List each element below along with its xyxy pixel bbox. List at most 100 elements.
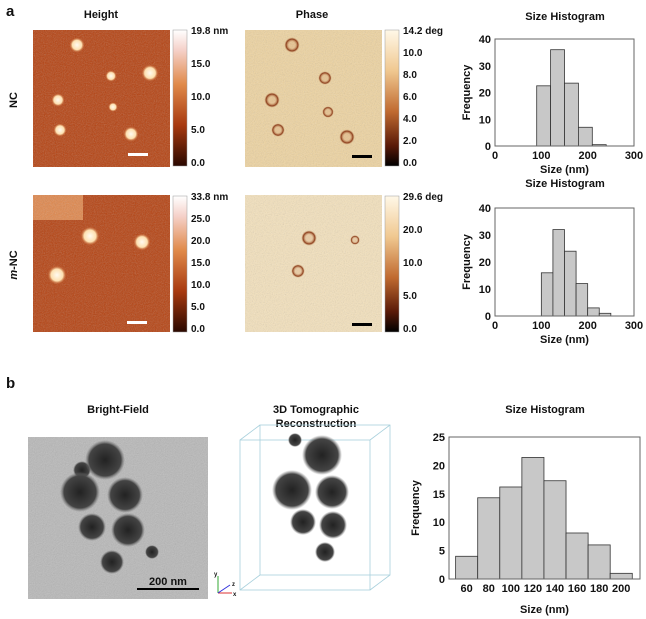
colorbar-tick-label: 5.0	[403, 291, 417, 302]
colorbar-tick-label: 6.0	[403, 92, 417, 103]
histogram-bar	[477, 497, 501, 580]
x-tick-label: 100	[532, 320, 550, 332]
y-tick-label: 15	[433, 489, 445, 501]
scale-bar	[137, 588, 199, 590]
hist-title-3: Size Histogram	[505, 404, 585, 416]
y-tick-label: 30	[479, 230, 491, 242]
y-tick-label: 10	[479, 114, 491, 126]
scale-bar	[352, 155, 372, 158]
histogram-bar	[543, 480, 567, 580]
bright-field-image: 200 nm	[28, 437, 208, 599]
tomo-title-2: Reconstruction	[276, 418, 357, 430]
panel-a-letter: a	[6, 3, 15, 20]
phase-image-nc	[245, 30, 382, 167]
x-tick-label: 300	[625, 150, 643, 162]
svg-text:x: x	[233, 592, 237, 598]
y-tick-label: 0	[485, 311, 491, 323]
x-tick-label: 100	[502, 583, 520, 595]
x-tick-label: 160	[568, 583, 586, 595]
colorbar-tick-label: 29.6 deg	[403, 192, 443, 203]
height-image-mnc	[33, 195, 170, 332]
colorbar-tick-label: 19.8 nm	[191, 26, 228, 37]
phase-image-mnc	[245, 195, 382, 332]
colorbar-tick-label: 4.0	[403, 114, 417, 125]
histogram-1: 0 100 200 300 0 10 20 30 40 Size (nm) Frequency	[461, 34, 643, 176]
tomo-title-1: 3D Tomographic	[273, 404, 359, 416]
y-axis-label: Frequency	[461, 64, 473, 121]
x-tick-label: 0	[492, 320, 498, 332]
x-tick-label: 200	[578, 320, 596, 332]
colorbar-tick-label: 5.0	[191, 302, 205, 313]
height-title: Height	[84, 9, 119, 21]
y-tick-label: 5	[439, 546, 445, 558]
x-tick-label: 200	[612, 583, 630, 595]
histogram-bar	[564, 82, 579, 147]
tomographic-reconstruction	[239, 424, 391, 591]
scale-bar-label: 200 nm	[149, 576, 187, 588]
histogram-bar	[587, 544, 611, 580]
colorbar-tick-label: 0.0	[403, 324, 417, 335]
colorbar-tick-label: 25.0	[191, 214, 211, 225]
histogram-bar	[578, 126, 593, 147]
y-tick-label: 0	[439, 574, 445, 586]
histogram-bar	[550, 49, 565, 147]
histogram-bar	[536, 85, 552, 147]
histogram-bar	[540, 272, 554, 317]
x-tick-label: 0	[492, 150, 498, 162]
axis-triad-icon: y z x	[214, 572, 237, 598]
y-tick-label: 10	[433, 517, 445, 529]
x-tick-label: 120	[524, 583, 542, 595]
colorbar-tick-label: 33.8 nm	[191, 192, 228, 203]
y-axis-label: Frequency	[461, 233, 473, 290]
histogram-2: 0 100 200 300 0 10 20 30 40 Size (nm) Frequency	[461, 203, 643, 346]
y-tick-label: 40	[479, 203, 491, 215]
histogram-bar	[575, 283, 589, 317]
histogram-bar	[609, 572, 633, 580]
svg-text:y: y	[214, 572, 218, 578]
row-label-nc: NC	[8, 92, 20, 108]
colorbar-tick-label: 15.0	[191, 258, 211, 269]
colorbar-tick-label: 20.0	[403, 225, 423, 236]
colorbar-tick-label: 10.0	[403, 48, 423, 59]
histogram-bar	[564, 250, 577, 317]
colorbar-tick-label: 10.0	[403, 258, 423, 269]
x-tick-label: 180	[590, 583, 608, 595]
x-axis-label: Size (nm)	[520, 604, 569, 616]
phase-title: Phase	[296, 9, 328, 21]
height-image-nc	[33, 30, 170, 167]
histogram-bar	[499, 486, 523, 580]
x-axis-label: Size (nm)	[540, 164, 589, 176]
phase-colorbar-nc	[384, 29, 400, 167]
y-tick-label: 0	[485, 141, 491, 153]
y-tick-label: 20	[479, 257, 491, 269]
plot-frame	[448, 436, 641, 580]
colorbar-tick-label: 2.0	[403, 136, 417, 147]
colorbar-tick-label: 10.0	[191, 280, 211, 291]
y-tick-label: 40	[479, 34, 491, 46]
bright-field-title: Bright-Field	[87, 404, 149, 416]
y-tick-label: 10	[479, 284, 491, 296]
y-axis-label: Frequency	[410, 479, 422, 536]
colorbar-tick-label: 15.0	[191, 59, 211, 70]
y-tick-label: 20	[479, 88, 491, 100]
x-tick-label: 140	[546, 583, 564, 595]
row-label-mnc: m-NC	[8, 250, 20, 279]
scale-bar	[128, 153, 148, 156]
svg-text:z: z	[232, 582, 235, 588]
colorbar-tick-label: 5.0	[191, 125, 205, 136]
x-tick-label: 200	[578, 150, 596, 162]
plot-frame	[494, 38, 635, 147]
hist-title-2: Size Histogram	[525, 178, 605, 190]
plot-frame	[494, 207, 635, 317]
histogram-bar	[521, 457, 545, 580]
height-colorbar-nc	[172, 29, 188, 167]
histogram-bar	[565, 532, 589, 580]
colorbar-tick-label: 20.0	[191, 236, 211, 247]
colorbar-tick-label: 10.0	[191, 92, 211, 103]
colorbar-tick-label: 8.0	[403, 70, 417, 81]
x-tick-label: 60	[461, 583, 473, 595]
y-tick-label: 25	[433, 432, 445, 444]
colorbar-tick-label: 14.2 deg	[403, 26, 443, 37]
x-axis-label: Size (nm)	[540, 334, 589, 346]
